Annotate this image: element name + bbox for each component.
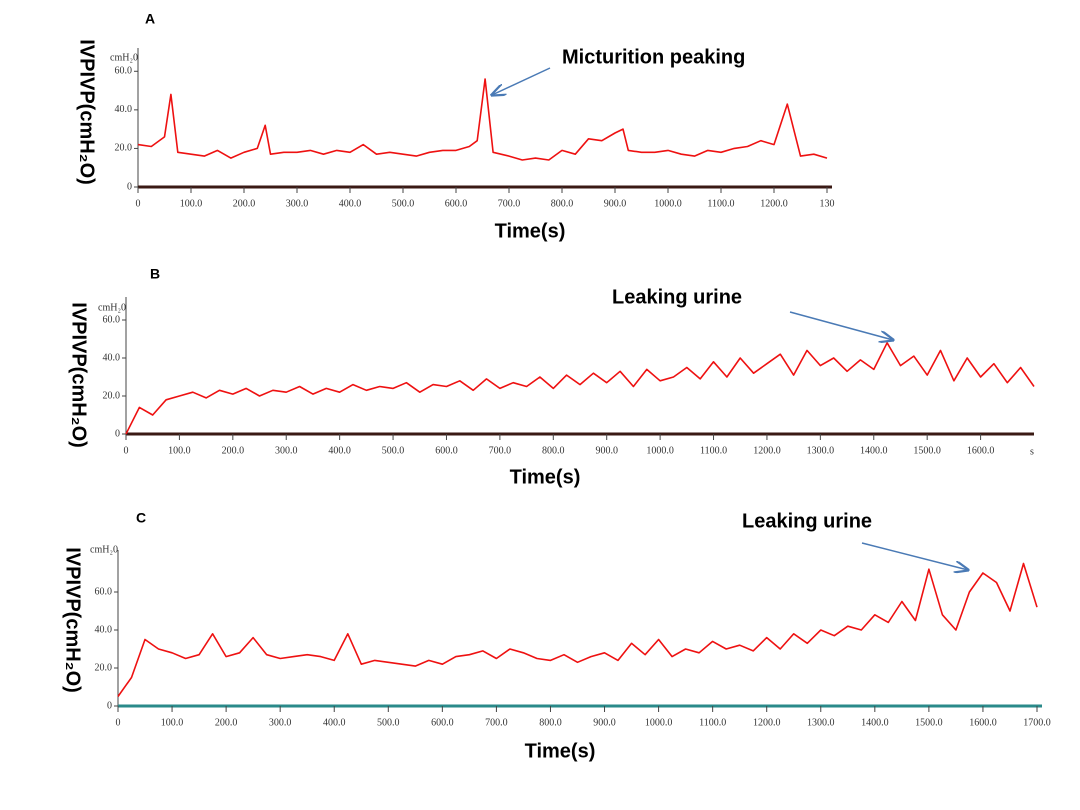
y-tick-label: 20.0 xyxy=(115,143,133,154)
y-axis-title: IVPIVP(cmH₂O) xyxy=(76,39,98,185)
x-tick-label: 500.0 xyxy=(377,717,400,728)
x-tick-label: 1600.0 xyxy=(967,445,995,456)
x-tick-label: 400.0 xyxy=(328,445,351,456)
data-line xyxy=(125,342,1035,435)
x-tick-label: 500.0 xyxy=(382,445,405,456)
annotation: Leaking urine xyxy=(742,510,872,532)
y-tick-label: 20.0 xyxy=(95,662,113,673)
x-tick-label: 1600.0 xyxy=(969,717,997,728)
x-tick-label: 1200.0 xyxy=(753,445,781,456)
x-axis-title: Time(s) xyxy=(525,740,596,762)
x-tick-label: 900.0 xyxy=(593,717,616,728)
panel-letter: A xyxy=(145,11,155,27)
x-tick-label: 1500.0 xyxy=(915,717,943,728)
x-tick-label: 100.0 xyxy=(168,445,191,456)
x-tick-label: 600.0 xyxy=(445,198,468,209)
y-unit: cmH₂0 xyxy=(90,544,118,555)
x-tick-label: 600.0 xyxy=(431,717,454,728)
x-tick-label: 200.0 xyxy=(233,198,256,209)
x-unit: s xyxy=(1030,446,1034,457)
x-tick-label: 1000.0 xyxy=(654,198,682,209)
y-axis-title: IVPIVP(cmH₂O) xyxy=(62,547,84,693)
annotation-arrow xyxy=(789,311,893,340)
annotation: Micturition peaking xyxy=(562,46,745,68)
y-tick-label: 0 xyxy=(127,181,132,192)
x-tick-label: 800.0 xyxy=(539,717,562,728)
x-tick-label: 1100.0 xyxy=(699,717,726,728)
annotation-arrow xyxy=(861,542,968,570)
x-tick-label: 500.0 xyxy=(392,198,415,209)
y-tick-label: 60.0 xyxy=(95,586,113,597)
annotation: Leaking urine xyxy=(612,286,742,308)
y-tick-label: 40.0 xyxy=(103,352,121,363)
x-tick-label: 0 xyxy=(136,198,141,209)
annotation-arrow xyxy=(492,67,551,95)
x-tick-label: 200.0 xyxy=(215,717,238,728)
y-tick-label: 20.0 xyxy=(103,390,121,401)
x-tick-label: 100.0 xyxy=(161,717,184,728)
x-tick-label: 700.0 xyxy=(498,198,521,209)
x-tick-label: 1000.0 xyxy=(645,717,673,728)
y-axis-title: IVPIVP(cmH₂O) xyxy=(68,302,90,448)
x-tick-label: 130 xyxy=(820,198,835,209)
x-tick-label: 0 xyxy=(116,717,121,728)
panel-letter: C xyxy=(136,510,146,526)
panel-letter: B xyxy=(150,266,160,282)
x-tick-label: 800.0 xyxy=(542,445,565,456)
x-tick-label: 1300.0 xyxy=(807,717,835,728)
data-line xyxy=(117,562,1038,697)
y-unit: cmH₂0 xyxy=(110,52,138,63)
x-tick-label: 300.0 xyxy=(269,717,292,728)
y-tick-label: 40.0 xyxy=(95,624,113,635)
y-tick-label: 40.0 xyxy=(115,104,133,115)
x-tick-label: 1400.0 xyxy=(860,445,888,456)
x-tick-label: 700.0 xyxy=(489,445,512,456)
x-tick-label: 1700.0 xyxy=(1023,717,1051,728)
y-tick-label: 0 xyxy=(107,700,112,711)
x-tick-label: 900.0 xyxy=(595,445,618,456)
x-tick-label: 600.0 xyxy=(435,445,458,456)
x-tick-label: 1400.0 xyxy=(861,717,889,728)
x-tick-label: 1000.0 xyxy=(646,445,674,456)
x-axis-title: Time(s) xyxy=(510,466,581,488)
x-tick-label: 1500.0 xyxy=(913,445,941,456)
x-tick-label: 300.0 xyxy=(275,445,298,456)
x-tick-label: 1100.0 xyxy=(700,445,727,456)
data-line xyxy=(137,78,828,161)
x-tick-label: 1200.0 xyxy=(753,717,781,728)
x-tick-label: 1300.0 xyxy=(807,445,835,456)
y-unit: cmH₂0 xyxy=(98,302,126,313)
x-tick-label: 400.0 xyxy=(323,717,346,728)
y-tick-label: 60.0 xyxy=(103,314,121,325)
y-tick-label: 60.0 xyxy=(115,66,133,77)
x-tick-label: 0 xyxy=(124,445,129,456)
x-tick-label: 100.0 xyxy=(180,198,203,209)
x-axis-title: Time(s) xyxy=(495,220,566,242)
x-tick-label: 300.0 xyxy=(286,198,309,209)
x-tick-label: 200.0 xyxy=(222,445,245,456)
x-tick-label: 1100.0 xyxy=(707,198,734,209)
x-tick-label: 1200.0 xyxy=(760,198,788,209)
x-tick-label: 900.0 xyxy=(604,198,627,209)
x-tick-label: 700.0 xyxy=(485,717,508,728)
y-tick-label: 0 xyxy=(115,428,120,439)
x-tick-label: 800.0 xyxy=(551,198,574,209)
x-tick-label: 400.0 xyxy=(339,198,362,209)
